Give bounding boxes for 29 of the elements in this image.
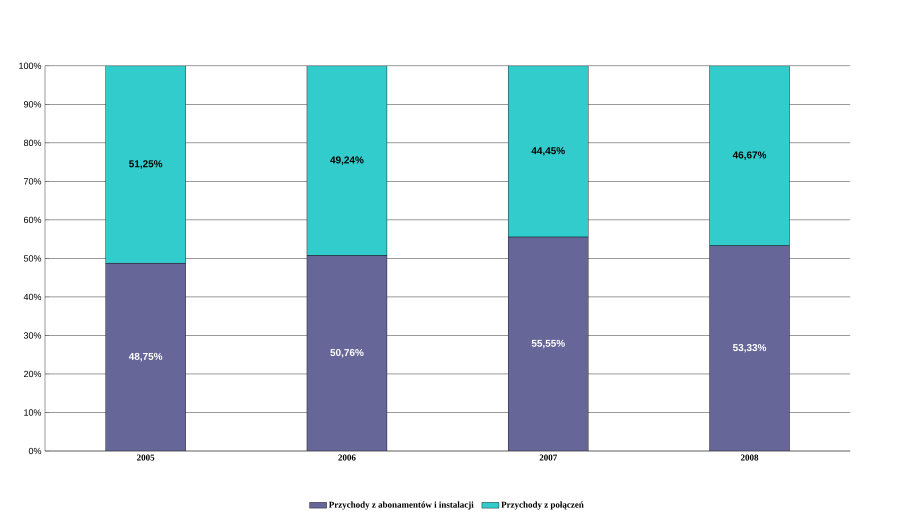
x-tick-label: 2007: [540, 454, 557, 461]
x-tick-label: 2005: [137, 454, 154, 461]
bar: [709, 245, 790, 451]
y-tick-label: 90%: [24, 101, 42, 108]
bar: [105, 263, 186, 451]
y-tick-label: 80%: [24, 140, 42, 146]
y-tick-label: 70%: [24, 178, 42, 185]
bar: [306, 255, 388, 451]
legend-label: Przychody z połączeń: [501, 501, 584, 510]
y-tick-label: 10%: [24, 409, 42, 416]
x-tick-label: 2006: [338, 454, 356, 461]
data-label: 46,67%: [732, 151, 766, 160]
data-label: 51,25%: [129, 160, 162, 169]
data-label: 44,45%: [531, 147, 565, 156]
y-tick-label: 0%: [28, 448, 42, 454]
y-tick-label: 30%: [24, 332, 42, 339]
y-tick-label: 20%: [24, 370, 42, 378]
legend-label: Przychody z abonamentów i instalacji: [328, 501, 474, 510]
x-tick-label: 2008: [740, 454, 758, 461]
y-tick-label: 40%: [24, 294, 42, 300]
data-label: 50,76%: [330, 348, 364, 358]
data-label: 48,75%: [128, 352, 162, 362]
y-tick-label: 100%: [19, 62, 42, 70]
data-label: 53,33%: [732, 344, 766, 353]
y-tick-label: 60%: [24, 216, 42, 224]
data-label: 55,55%: [532, 340, 565, 348]
bar: [508, 236, 588, 451]
y-tick-label: 50%: [24, 255, 42, 262]
data-label: 49,24%: [330, 156, 364, 165]
